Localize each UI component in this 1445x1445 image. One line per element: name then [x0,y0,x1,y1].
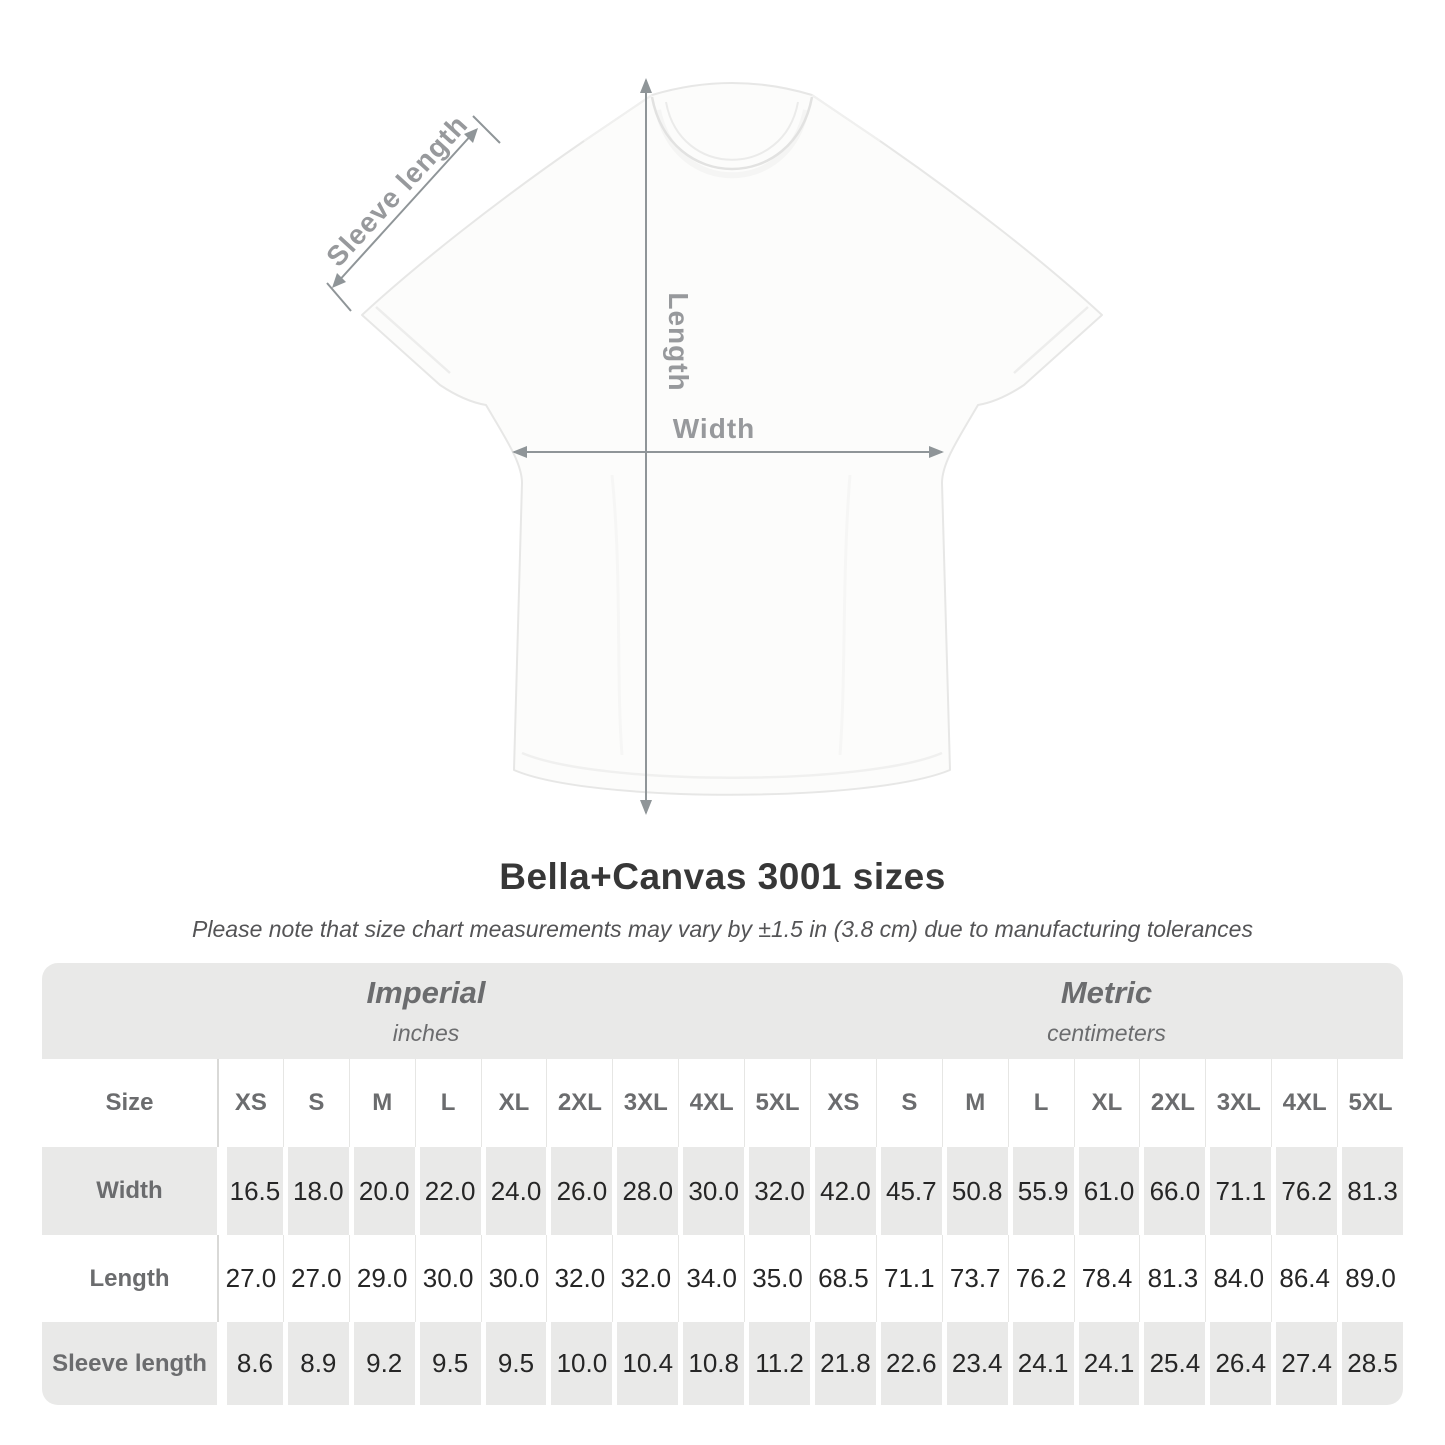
page-title: Bella+Canvas 3001 sizes [499,856,946,897]
value-cell: 81.3 [1337,1147,1403,1235]
value-cell: 30.0 [480,1235,547,1322]
value-cell: 20.0 [348,1147,415,1235]
value-cell: 28.5 [1337,1322,1403,1405]
value-cell: 22.6 [875,1322,942,1405]
value-cell: 24.1 [1007,1322,1074,1405]
length-dimension-label: Length [663,292,694,391]
value-cell: 73.7 [941,1235,1008,1322]
value-cell: 26.4 [1205,1322,1272,1405]
group-label: Metric [1060,975,1153,1010]
value-cell: 42.0 [809,1147,876,1235]
value-cell: 71.1 [1205,1147,1272,1235]
value-cell: 32.0 [612,1235,678,1322]
row-label: Width [42,1147,217,1235]
group-header-imperial: Imperial inches [42,963,810,1059]
value-cell: 55.9 [1007,1147,1074,1235]
tolerance-note: Please note that size chart measurements… [192,916,1253,942]
size-header-imperial-xl: XL [480,1059,547,1147]
value-cell: 30.0 [678,1147,745,1235]
length-dimension-line [640,78,652,815]
value-cell: 11.2 [744,1322,810,1405]
value-cell: 45.7 [875,1147,942,1235]
value-cell: 30.0 [414,1235,481,1322]
table-group-header-row: Imperial inches Metric centimeters [42,963,1403,1059]
size-column-header: Size [105,1089,154,1116]
size-header-metric-m: M [941,1059,1008,1147]
value-cell: 21.8 [809,1322,876,1405]
group-unit: centimeters [1047,1020,1166,1046]
size-header-imperial-l: L [414,1059,481,1147]
size-header-metric-4xl: 4XL [1271,1059,1337,1147]
value-cell: 16.5 [217,1147,283,1235]
tshirt-illustration [361,82,1103,796]
size-header-metric-2xl: 2XL [1139,1059,1205,1147]
size-header-imperial-4xl: 4XL [678,1059,744,1147]
value-cell: 35.0 [744,1235,810,1322]
value-cell: 24.1 [1073,1322,1140,1405]
value-cell: 71.1 [875,1235,942,1322]
group-label: Imperial [366,975,486,1010]
size-header-imperial-5xl: 5XL [744,1059,810,1147]
value-cell: 78.4 [1073,1235,1140,1322]
size-table: Imperial inches Metric centimeters Size XS S M L… [42,963,1403,1405]
size-header-metric-3xl: 3XL [1205,1059,1271,1147]
table-row: Sleeve length 8.6 8.9 9.2 9.5 9.5 10.0 10.4 10.8… [42,1322,1403,1405]
group-header-metric: Metric centimeters [810,963,1403,1059]
value-cell: 18.0 [282,1147,349,1235]
size-header-metric-5xl: 5XL [1337,1059,1403,1147]
value-cell: 24.0 [480,1147,547,1235]
width-dimension-label: Width [673,413,756,444]
table-size-header-row: Size XS S M L XL 2XL 3XL 4XL 5XL XS S M L XL 2XL 3XL 4XL 5… [42,1059,1403,1147]
value-cell: 81.3 [1139,1235,1205,1322]
width-dimension-line [512,446,944,458]
value-cell: 8.9 [282,1322,349,1405]
size-header-metric-xl: XL [1073,1059,1140,1147]
tshirt-diagram: Length Width Sleeve length [320,78,1103,815]
value-cell: 34.0 [678,1235,744,1322]
value-cell: 10.4 [612,1322,679,1405]
value-cell: 8.6 [217,1322,283,1405]
size-header-imperial-m: M [348,1059,415,1147]
group-unit: inches [392,1020,460,1046]
sleeve-dimension-line [326,115,501,312]
size-header-imperial-xs: XS [217,1059,283,1147]
value-cell: 89.0 [1337,1235,1403,1322]
value-cell: 22.0 [414,1147,481,1235]
table-row: Length 27.0 27.0 29.0 30.0 30.0 32.0 32.0 34.0 35… [42,1235,1403,1322]
value-cell: 84.0 [1205,1235,1271,1322]
value-cell: 26.0 [546,1147,613,1235]
size-header-imperial-3xl: 3XL [612,1059,678,1147]
value-cell: 9.5 [480,1322,547,1405]
value-cell: 86.4 [1271,1235,1337,1322]
value-cell: 27.0 [282,1235,349,1322]
value-cell: 9.2 [348,1322,415,1405]
value-cell: 27.4 [1271,1322,1338,1405]
value-cell: 28.0 [612,1147,679,1235]
value-cell: 10.0 [546,1322,613,1405]
value-cell: 9.5 [414,1322,481,1405]
size-header-imperial-s: S [282,1059,349,1147]
size-header-imperial-2xl: 2XL [546,1059,612,1147]
value-cell: 25.4 [1139,1322,1206,1405]
size-header-metric-s: S [875,1059,942,1147]
size-header-metric-xs: XS [809,1059,876,1147]
value-cell: 23.4 [941,1322,1008,1405]
value-cell: 27.0 [217,1235,283,1322]
value-cell: 29.0 [348,1235,415,1322]
row-label: Sleeve length [42,1322,217,1405]
table-row: Width 16.5 18.0 20.0 22.0 24.0 26.0 28.0 30.0 32.… [42,1147,1403,1235]
value-cell: 50.8 [941,1147,1008,1235]
value-cell: 32.0 [546,1235,612,1322]
value-cell: 10.8 [678,1322,745,1405]
value-cell: 32.0 [744,1147,810,1235]
value-cell: 61.0 [1073,1147,1140,1235]
value-cell: 68.5 [809,1235,876,1322]
value-cell: 76.2 [1007,1235,1074,1322]
value-cell: 66.0 [1139,1147,1206,1235]
row-label: Length [89,1264,170,1292]
value-cell: 76.2 [1271,1147,1338,1235]
size-header-metric-l: L [1007,1059,1074,1147]
